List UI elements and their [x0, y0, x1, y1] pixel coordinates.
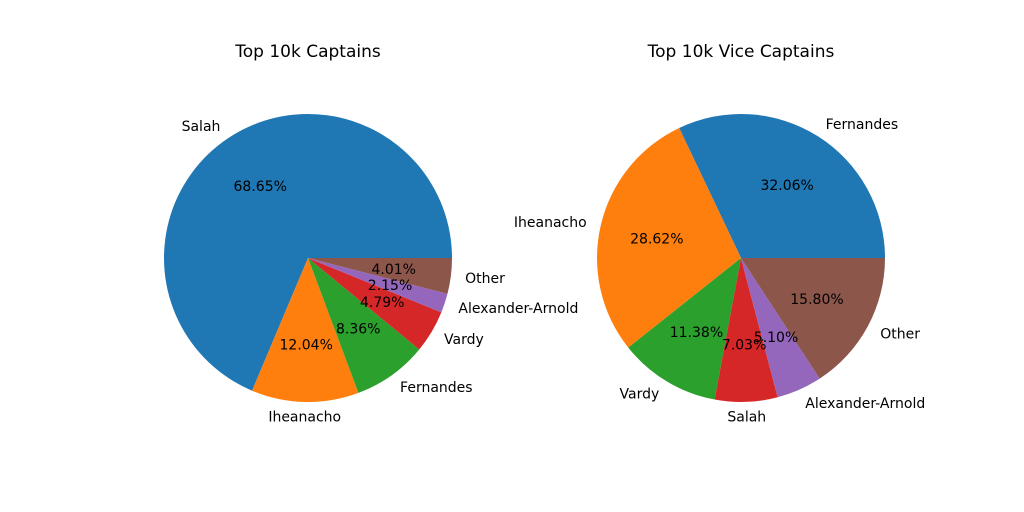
slice-vardy	[308, 258, 442, 350]
slice-value-fernandes: 8.36%	[336, 321, 380, 337]
chart-title: Top 10k Captains	[234, 42, 381, 62]
slice-salah	[714, 258, 778, 402]
slice-value-vardy: 4.79%	[360, 295, 404, 311]
slice-label-iheanacho: Iheanacho	[514, 215, 587, 231]
slice-value-other: 4.01%	[371, 262, 415, 278]
slice-label-fernandes: Fernandes	[400, 380, 473, 396]
slice-other	[741, 258, 885, 379]
slice-iheanacho	[597, 127, 741, 348]
slice-label-salah: Salah	[182, 119, 221, 135]
slice-value-salah: 7.03%	[722, 337, 766, 353]
slice-value-vardy: 11.38%	[670, 325, 723, 341]
vice-captains-pie-chart: Top 10k Vice Captains Fernandes 32.06% Ihe…	[514, 42, 925, 425]
slice-iheanacho	[252, 258, 359, 402]
captains-pie-chart: Top 10k Captains Salah 68.65% Iheanacho 12.…	[163, 42, 579, 425]
pie-slices	[163, 114, 452, 402]
slice-fernandes	[308, 258, 420, 393]
slice-label-vardy: Vardy	[444, 332, 484, 348]
pie-slices	[597, 114, 885, 402]
slice-alexander-arnold	[741, 258, 820, 398]
slice-value-fernandes: 32.06%	[760, 178, 813, 194]
slice-value-iheanacho: 12.04%	[280, 337, 333, 353]
slice-value-alexander-arnold: 2.15%	[368, 278, 412, 294]
slice-salah	[163, 114, 452, 391]
slice-label-other: Other	[465, 271, 505, 287]
slice-label-salah: Salah	[727, 409, 766, 425]
chart-title: Top 10k Vice Captains	[647, 42, 835, 62]
slice-label-other: Other	[880, 326, 920, 342]
slice-labels: Fernandes 32.06% Iheanacho 28.62% Vardy 11.38…	[514, 117, 925, 425]
slice-alexander-arnold	[308, 258, 448, 313]
slice-other	[308, 258, 452, 294]
slice-fernandes	[679, 114, 885, 258]
slice-value-salah: 68.65%	[234, 179, 287, 195]
slice-label-alexander-arnold: Alexander-Arnold	[458, 301, 578, 317]
slice-label-fernandes: Fernandes	[826, 117, 899, 133]
slice-label-vardy: Vardy	[620, 387, 660, 403]
slice-value-alexander-arnold: 5.10%	[754, 330, 798, 346]
slice-vardy	[628, 258, 741, 400]
slice-labels: Salah 68.65% Iheanacho 12.04% Fernandes 8.36%…	[182, 119, 579, 425]
slice-label-iheanacho: Iheanacho	[268, 409, 341, 425]
slice-value-other: 15.80%	[790, 292, 843, 308]
slice-label-alexander-arnold: Alexander-Arnold	[805, 396, 925, 412]
slice-value-iheanacho: 28.62%	[630, 231, 683, 247]
